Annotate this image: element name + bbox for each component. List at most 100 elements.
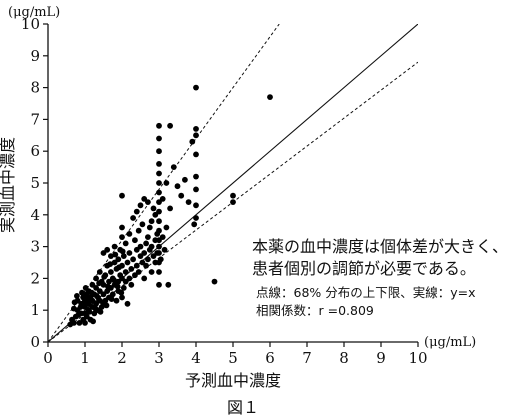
data-point <box>124 259 131 266</box>
data-point <box>132 272 138 279</box>
data-point <box>230 199 236 206</box>
data-point <box>157 256 164 263</box>
data-point <box>126 250 133 256</box>
data-point <box>112 251 119 258</box>
data-point <box>159 234 166 241</box>
data-point <box>161 246 168 253</box>
data-point <box>119 294 125 301</box>
data-point <box>156 208 162 215</box>
data-point <box>148 218 155 225</box>
data-point <box>74 293 80 299</box>
data-point <box>193 151 199 158</box>
data-point <box>92 305 99 312</box>
data-point <box>122 269 129 275</box>
y-tick-label: 3 <box>30 238 40 256</box>
data-point <box>107 261 114 267</box>
data-point <box>104 246 111 253</box>
data-point <box>71 305 77 312</box>
x-tick-label: 1 <box>80 349 90 367</box>
y-tick-label: 7 <box>30 110 40 128</box>
data-point <box>103 302 110 309</box>
data-point <box>75 312 82 318</box>
data-point <box>132 237 138 244</box>
data-point <box>178 192 185 199</box>
data-point <box>108 296 115 302</box>
y-tick-label: 9 <box>30 47 40 65</box>
data-point <box>148 243 155 250</box>
data-point <box>122 240 129 247</box>
data-point <box>193 84 199 91</box>
data-point <box>67 321 74 328</box>
data-point <box>128 281 135 288</box>
data-point <box>185 199 192 206</box>
data-point <box>145 199 151 206</box>
y-unit-label: (μg/mL) <box>8 5 60 20</box>
x-tick-label: 4 <box>191 349 201 367</box>
figure-caption: 図１ <box>227 398 259 417</box>
data-point <box>163 180 170 186</box>
data-point <box>126 275 133 282</box>
data-point <box>76 320 83 326</box>
data-point <box>156 269 162 275</box>
data-point <box>85 296 91 302</box>
data-point <box>77 304 84 310</box>
x-tick-label: 9 <box>376 349 386 367</box>
data-point <box>193 173 199 180</box>
data-point <box>113 297 120 304</box>
x-tick-label: 2 <box>117 349 127 367</box>
data-point <box>79 289 85 296</box>
x-tick-label: 7 <box>302 349 312 367</box>
data-point <box>133 208 140 215</box>
data-point <box>105 283 111 290</box>
data-point <box>96 280 102 287</box>
data-point <box>193 132 199 139</box>
data-point <box>156 122 162 129</box>
data-point <box>145 256 151 263</box>
data-point <box>116 264 122 271</box>
y-tick-label: 2 <box>30 269 40 287</box>
data-point <box>97 308 104 315</box>
data-point <box>96 269 103 275</box>
data-point <box>163 224 170 231</box>
annotation-line-4: 相関係数：r =0.809 <box>256 303 374 318</box>
data-points <box>67 84 273 328</box>
x-tick-label: 8 <box>339 349 349 367</box>
y-tick-label: 5 <box>30 174 40 192</box>
data-point <box>156 218 162 225</box>
data-point <box>193 125 199 132</box>
data-point <box>111 243 118 250</box>
data-point <box>137 202 144 209</box>
data-point <box>150 205 157 212</box>
data-point <box>167 205 174 212</box>
y-ticks: 0 1 2 3 4 5 6 7 8 9 10 <box>21 15 48 351</box>
data-point <box>82 285 89 291</box>
data-point <box>98 304 105 310</box>
data-point <box>143 240 150 247</box>
data-point <box>133 262 140 269</box>
data-point <box>90 318 96 325</box>
y-tick-label: 10 <box>21 15 40 33</box>
data-point <box>114 283 121 290</box>
data-point <box>170 164 177 171</box>
data-point <box>174 183 181 190</box>
data-point <box>156 243 162 250</box>
data-point <box>156 161 162 167</box>
data-point <box>193 202 199 209</box>
data-point <box>124 300 131 307</box>
data-point <box>106 278 112 285</box>
data-point <box>130 215 137 221</box>
data-point <box>141 250 148 256</box>
x-tick-label: 6 <box>265 349 275 367</box>
x-unit-label: (μg/mL) <box>424 335 476 350</box>
data-point <box>156 180 162 186</box>
data-point <box>145 234 151 241</box>
data-point <box>211 278 218 285</box>
data-point <box>135 269 142 275</box>
data-point <box>189 138 196 145</box>
y-tick-label: 1 <box>30 301 40 319</box>
x-tick-label: 10 <box>408 349 427 367</box>
data-point <box>93 275 99 282</box>
data-point <box>230 192 236 199</box>
data-point <box>182 176 188 183</box>
